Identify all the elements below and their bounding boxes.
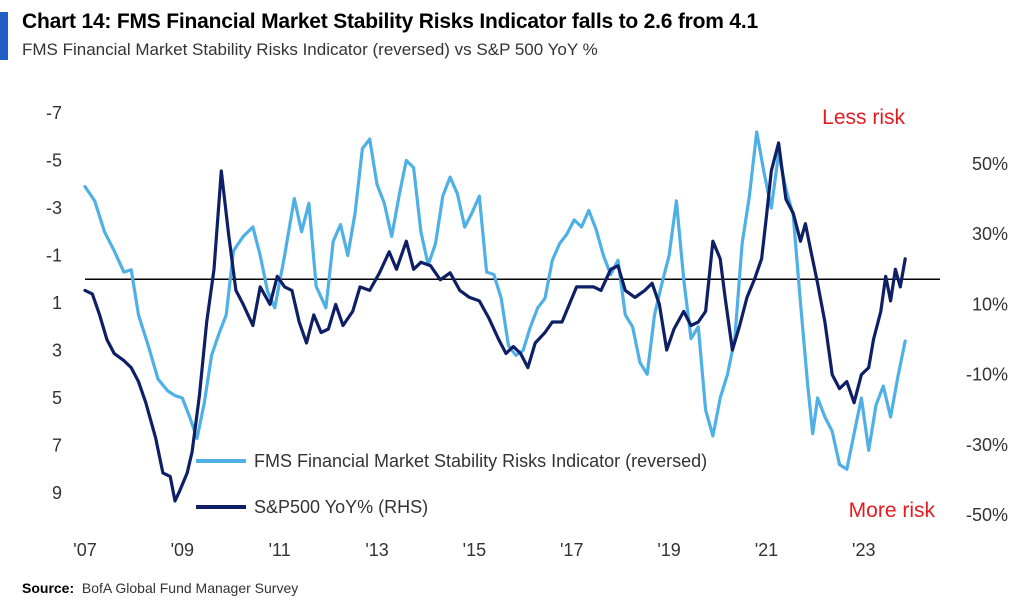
left-tick-label: -1 (46, 246, 62, 266)
x-tick-label: '23 (852, 540, 875, 560)
left-tick-label: -7 (46, 103, 62, 123)
left-tick-label: 9 (52, 483, 62, 503)
left-tick-label: 1 (52, 293, 62, 313)
source-note: Source: BofA Global Fund Manager Survey (22, 580, 298, 596)
left-tick-label: 7 (52, 436, 62, 456)
x-tick-label: '09 (171, 540, 194, 560)
right-tick-label: 30% (972, 224, 1008, 244)
legend-label-fms-indicator: FMS Financial Market Stability Risks Ind… (254, 451, 707, 471)
x-tick-label: '17 (560, 540, 583, 560)
series-layer (83, 130, 907, 503)
chart-title: Chart 14: FMS Financial Market Stability… (22, 10, 758, 33)
series-line-fms-indicator (83, 130, 907, 471)
x-axis-ticks: '07 '09 '11 '13 '15 '17 '19 '21 '23 (73, 540, 875, 560)
left-tick-label: -5 (46, 151, 62, 171)
right-tick-label: -10% (966, 365, 1008, 385)
left-tick-label: -3 (46, 198, 62, 218)
right-tick-label: 50% (972, 154, 1008, 174)
source-label: Source: (22, 580, 75, 596)
source-text: BofA Global Fund Manager Survey (81, 580, 299, 596)
right-tick-label: -50% (966, 505, 1008, 525)
legend: FMS Financial Market Stability Risks Ind… (196, 451, 707, 517)
chart-subtitle: FMS Financial Market Stability Risks Ind… (22, 40, 598, 59)
right-tick-label: -30% (966, 435, 1008, 455)
left-tick-label: 3 (52, 341, 62, 361)
x-tick-label: '11 (269, 540, 291, 560)
annotation-more-risk: More risk (849, 499, 936, 522)
accent-bar (0, 12, 8, 60)
legend-label-sp500-yoy: S&P500 YoY% (RHS) (254, 497, 428, 517)
left-axis-ticks: -7 -5 -3 -1 1 3 5 7 9 (46, 103, 62, 503)
x-tick-label: '21 (755, 540, 778, 560)
right-axis-ticks: 50% 30% 10% -10% -30% -50% (966, 154, 1008, 525)
right-tick-label: 10% (972, 294, 1008, 314)
x-tick-label: '07 (73, 540, 96, 560)
annotation-less-risk: Less risk (822, 106, 905, 129)
x-tick-label: '15 (463, 540, 486, 560)
x-tick-label: '19 (657, 540, 680, 560)
series-line-sp500-yoy (83, 141, 907, 503)
x-tick-label: '13 (365, 540, 388, 560)
left-tick-label: 5 (52, 388, 62, 408)
